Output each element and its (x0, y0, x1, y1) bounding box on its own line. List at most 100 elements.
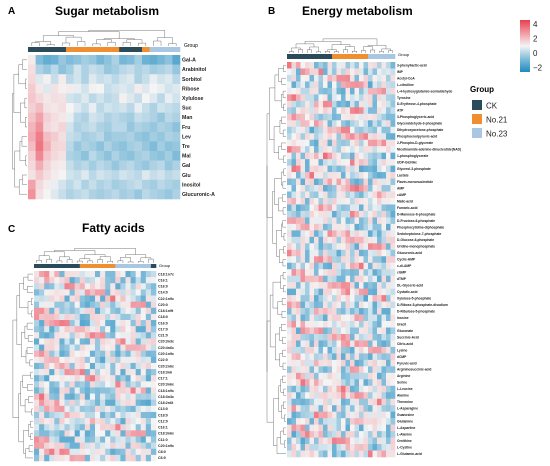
heatmap-cell (309, 74, 315, 82)
row-label: Arabinitol (182, 67, 207, 73)
heatmap-cell (332, 372, 337, 380)
heatmap-cell (377, 437, 382, 445)
heatmap-cell (100, 356, 106, 364)
heatmap-cell (381, 223, 387, 231)
heatmap-cell (300, 353, 306, 361)
heatmap-cell (390, 353, 396, 361)
heatmap-cell (359, 385, 364, 393)
heatmap-cell (372, 100, 378, 108)
heatmap-cell (377, 308, 382, 315)
heatmap-cell (81, 55, 90, 65)
heatmap-cell (305, 379, 310, 387)
heatmap-cell (81, 189, 90, 200)
heatmap-cell (300, 411, 306, 419)
heatmap-cell (345, 437, 351, 445)
heatmap-cell (44, 277, 50, 284)
heatmap-cell (74, 436, 81, 443)
heatmap-cell (323, 133, 328, 141)
heatmap-cell (372, 74, 378, 82)
group-bar-cell (172, 47, 181, 52)
heatmap-cell (314, 146, 319, 153)
heatmap-cell (74, 277, 81, 284)
heatmap-cell (89, 295, 96, 302)
heatmap-cell (81, 103, 90, 113)
heatmap-cell (104, 55, 112, 65)
heatmap-cell (291, 418, 297, 425)
heatmap-cell (130, 271, 136, 278)
heatmap-cell (172, 131, 181, 142)
heatmap-cell (88, 55, 97, 65)
heatmap-cell (125, 295, 131, 302)
heatmap-cell (105, 436, 111, 443)
heatmap-cell (89, 320, 96, 327)
heatmap-cell (44, 436, 50, 443)
heatmap-cell (150, 436, 157, 443)
heatmap-cell (341, 256, 346, 264)
heatmap-cell (95, 307, 101, 315)
heatmap-cell (115, 350, 121, 358)
heatmap-cell (377, 295, 382, 302)
heatmap-cell (390, 185, 396, 192)
heatmap-cell (359, 133, 364, 141)
heatmap-cell (314, 62, 319, 69)
heatmap-cell (105, 454, 111, 462)
heatmap-cell (323, 308, 328, 315)
heatmap-cell (345, 172, 351, 179)
heatmap-cell (350, 165, 355, 173)
row-label: IMP (397, 70, 404, 74)
heatmap-cell (69, 350, 75, 358)
heatmap-cell (49, 448, 55, 456)
group-bar-cell (377, 54, 382, 59)
group-bar-cell (390, 54, 396, 59)
heatmap-cell (44, 344, 50, 351)
row-label: D-Ribose-5-phosphate-disodium (397, 303, 448, 307)
heatmap-cell (314, 68, 319, 76)
heatmap-cell (341, 210, 346, 218)
heatmap-cell (332, 230, 337, 238)
heatmap-cell (28, 55, 36, 65)
heatmap-cell (363, 295, 369, 302)
heatmap-cell (100, 448, 106, 456)
heatmap-cell (49, 369, 55, 376)
heatmap-cell (291, 146, 297, 153)
heatmap-cell (363, 191, 369, 199)
heatmap-cell (336, 204, 342, 212)
group-bar-cell (372, 54, 378, 59)
heatmap-cell (287, 424, 292, 432)
heatmap-cell (130, 350, 136, 358)
heatmap-cell (300, 197, 306, 205)
group-bar-cell (341, 54, 346, 59)
heatmap-cell (323, 68, 328, 76)
heatmap-cell (291, 424, 297, 432)
heatmap-cell (318, 230, 324, 238)
heatmap-cell (300, 159, 306, 166)
heatmap-cell (130, 430, 136, 437)
heatmap-cell (305, 87, 310, 95)
heatmap-cell (89, 436, 96, 443)
heatmap-cell (332, 74, 337, 82)
heatmap-cell (386, 204, 391, 212)
row-label: Glucuronic-A (182, 192, 215, 198)
heatmap-cell (390, 204, 396, 212)
heatmap-cell (84, 430, 91, 437)
heatmap-cell (50, 160, 59, 171)
heatmap-cell (377, 327, 382, 335)
heatmap-cell (150, 448, 157, 456)
heatmap-cell (115, 332, 121, 339)
group-bar-cell (126, 47, 135, 52)
heatmap-cell (309, 295, 315, 302)
row-label: 3-Phosphoglyceric-acid (397, 115, 434, 119)
heatmap-cell (377, 372, 382, 380)
heatmap-cell (386, 74, 391, 82)
heatmap-cell (74, 430, 81, 437)
heatmap-cell (64, 418, 70, 425)
heatmap-cell (287, 359, 292, 367)
heatmap-cell (115, 369, 121, 376)
heatmap-cell (345, 230, 351, 238)
heatmap-cell (341, 308, 346, 315)
heatmap-cell (336, 107, 342, 115)
heatmap-cell (314, 385, 319, 393)
heatmap-cell (323, 372, 328, 380)
heatmap-cell (386, 385, 391, 393)
heatmap-cell (172, 141, 181, 152)
